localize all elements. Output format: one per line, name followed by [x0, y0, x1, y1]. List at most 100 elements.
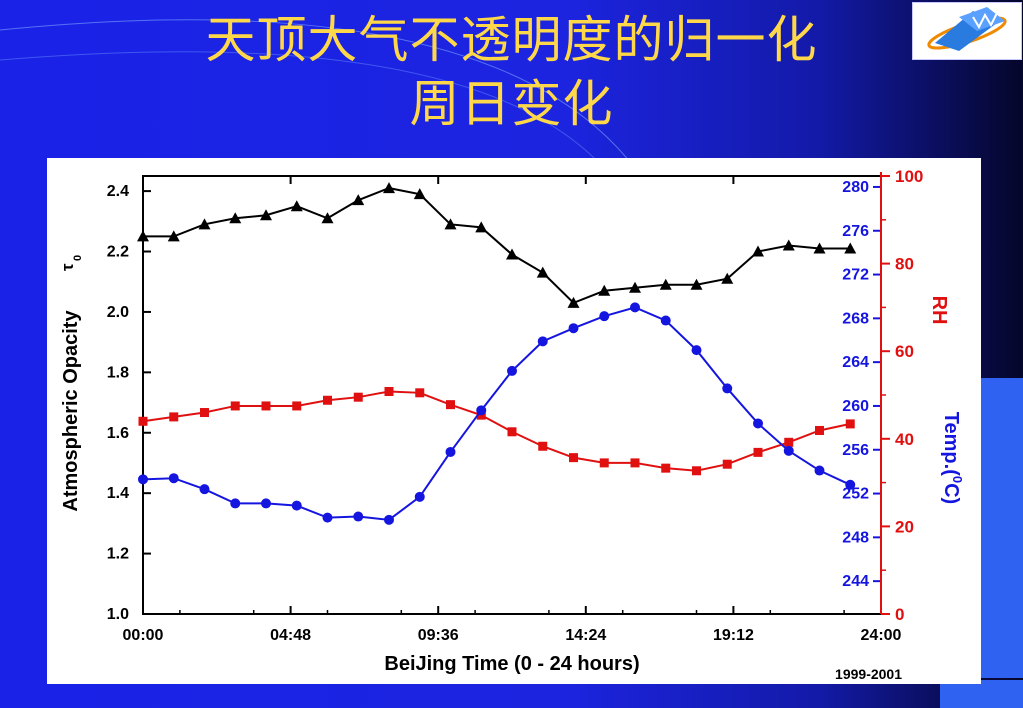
rh-point [169, 412, 179, 422]
opacity-point [352, 194, 365, 206]
opacity-point [752, 245, 764, 257]
temp-tick-label: 256 [842, 442, 869, 459]
temp-tick-label: 252 [842, 486, 869, 503]
temp-point [138, 474, 148, 485]
slide-title-line1: 天顶大气不透明度的归一化 [205, 11, 818, 69]
institution-logo-icon [927, 7, 1007, 51]
temp-point [322, 512, 333, 523]
rh-tick-label: 0 [895, 605, 904, 624]
opacity-point [659, 278, 672, 290]
rh-axis-label: RH [928, 296, 950, 325]
rh-point [507, 427, 517, 437]
series-line-left [143, 187, 851, 305]
rh-point [415, 388, 425, 398]
temp-point [291, 500, 302, 511]
rh-point [230, 401, 240, 411]
opacity-point [260, 209, 272, 221]
rh-point [753, 447, 763, 457]
left-tick-label: 2.4 [107, 183, 129, 200]
temp-tick-label: 280 [842, 179, 869, 196]
left-tick-label: 1.6 [107, 425, 129, 442]
rh-point [845, 419, 855, 429]
slide-title-line2: 周日变化 [409, 75, 614, 133]
x-tick-label: 04:48 [270, 627, 311, 644]
temp-point [353, 511, 364, 522]
opacity-point [413, 188, 426, 200]
temp-axis-label-group: Temp.(0C) [940, 412, 965, 504]
rh-axis-label-group: RH [928, 296, 950, 325]
opacity-point [383, 182, 395, 194]
temp-point [814, 465, 825, 476]
opacity-point [844, 242, 857, 254]
temp-axis-label-text: Temp.( [940, 412, 962, 476]
opacity-point [721, 272, 734, 284]
x-tick-label: 09:36 [418, 627, 459, 644]
temp-point [660, 315, 671, 326]
left-tick-label: 1.0 [107, 606, 129, 623]
temp-point [476, 405, 487, 416]
left-tick-label: 1.4 [107, 485, 129, 502]
temp-tick-label: 272 [842, 267, 869, 284]
opacity-point [782, 239, 795, 251]
opacity-point [167, 230, 180, 242]
temp-tick-label: 264 [842, 354, 869, 371]
opacity-point [690, 278, 703, 290]
left-tick-label: 2.0 [107, 304, 129, 321]
rh-point [353, 392, 363, 402]
temp-tick-label: 248 [842, 529, 869, 546]
logo [912, 2, 1022, 60]
rh-point [815, 425, 824, 435]
tau-subscript: 0 [72, 255, 84, 261]
rh-point [599, 458, 609, 468]
temp-point [630, 302, 640, 313]
rh-point [292, 401, 302, 411]
rh-point [200, 408, 209, 418]
rh-point [446, 400, 455, 410]
decorative-side-block-upper [981, 378, 1023, 678]
rh-point [630, 458, 640, 468]
temp-point [599, 311, 610, 322]
temp-point [384, 514, 394, 525]
rh-tick-label: 20 [895, 517, 914, 536]
left-tick-label: 1.2 [107, 546, 129, 563]
temp-point [753, 418, 763, 429]
rh-point [784, 437, 794, 447]
rh-point [384, 386, 394, 396]
opacity-point [137, 230, 149, 242]
temp-point [414, 491, 425, 502]
opacity-point [444, 218, 457, 230]
series-line-right_temp [142, 306, 851, 521]
rh-tick-label: 100 [895, 167, 923, 186]
temp-point [445, 446, 456, 457]
x-axis-label: BeiJing Time (0 - 24 hours) [384, 653, 639, 675]
rh-tick-label: 80 [895, 255, 914, 274]
temp-point [261, 498, 271, 509]
period-note: 1999-2001 [835, 666, 902, 682]
temp-tick-label: 244 [842, 573, 869, 590]
temp-point [568, 323, 579, 334]
rh-point [661, 463, 671, 473]
rh-point [569, 453, 578, 463]
left-axis-label-group: Atmospheric Opacity τ 0 [58, 255, 84, 512]
opacity-point [567, 296, 580, 308]
temp-point [199, 484, 210, 495]
opacity-point [321, 212, 334, 224]
opacity-point [629, 281, 641, 293]
series-line-right_rh [142, 390, 851, 472]
temp-point [783, 445, 794, 456]
x-tick-label: 14:24 [565, 627, 606, 644]
opacity-point [229, 212, 242, 224]
temp-point [845, 479, 856, 490]
opacity-point [536, 266, 549, 278]
x-tick-label: 19:12 [713, 627, 754, 644]
tau-symbol: τ [58, 263, 77, 271]
temp-point [722, 383, 733, 394]
temp-point [691, 345, 702, 356]
rh-point [538, 441, 548, 451]
opacity-point [198, 218, 211, 230]
rh-point [692, 466, 701, 476]
rh-point [323, 395, 332, 405]
left-tick-label: 2.2 [107, 244, 129, 261]
temp-tick-label: 268 [842, 310, 869, 327]
rh-point [138, 416, 148, 426]
